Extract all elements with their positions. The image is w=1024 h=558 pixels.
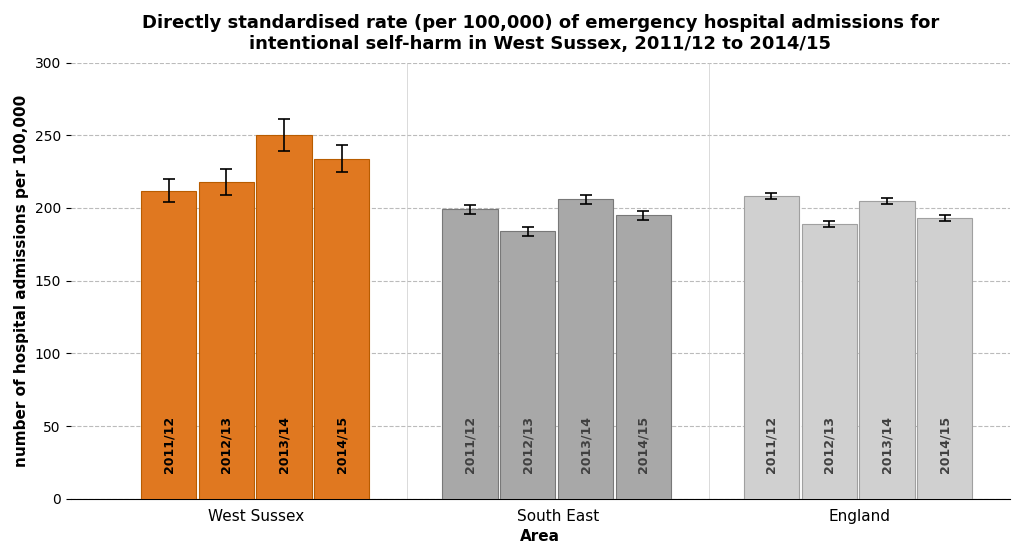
Bar (500, 231, 555, 499)
Bar (314, 158, 370, 499)
Title: Directly standardised rate (per 100,000) of emergency hospital admissions for
in: Directly standardised rate (per 100,000)… (141, 14, 939, 52)
Text: 2013/14: 2013/14 (579, 416, 592, 473)
Bar (743, 196, 799, 499)
Bar (859, 201, 914, 499)
Text: 2011/12: 2011/12 (464, 416, 476, 473)
Text: 2011/12: 2011/12 (162, 416, 175, 473)
Text: 2012/13: 2012/13 (822, 416, 836, 473)
Text: 2013/14: 2013/14 (881, 416, 894, 473)
Bar (615, 215, 671, 499)
Y-axis label: number of hospital admissions per 100,000: number of hospital admissions per 100,00… (14, 94, 29, 467)
Text: 2011/12: 2011/12 (765, 416, 778, 473)
Text: 2013/14: 2013/14 (278, 416, 291, 473)
Bar (141, 190, 197, 499)
Bar (256, 135, 311, 499)
Text: 2012/13: 2012/13 (521, 416, 535, 473)
Bar (802, 224, 857, 499)
Text: 2014/15: 2014/15 (336, 416, 348, 473)
Text: 2014/15: 2014/15 (637, 416, 650, 473)
Text: 2014/15: 2014/15 (938, 416, 951, 473)
Bar (442, 209, 498, 499)
Bar (558, 199, 613, 499)
Bar (199, 182, 254, 499)
X-axis label: Area: Area (520, 529, 560, 544)
Text: 2012/13: 2012/13 (220, 416, 232, 473)
Bar (918, 218, 973, 499)
